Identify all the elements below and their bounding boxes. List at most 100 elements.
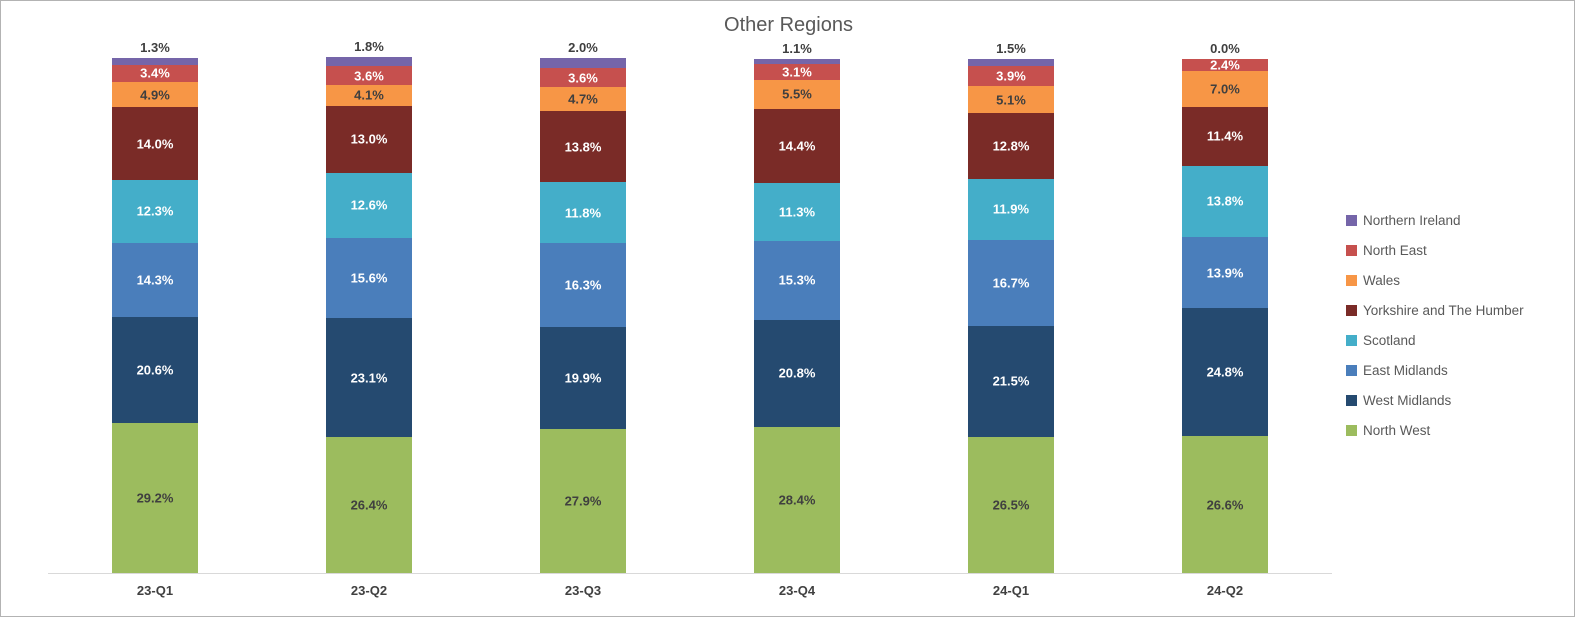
bar-segment: 3.4%: [112, 64, 198, 83]
bar-segment: 3.6%: [326, 66, 412, 85]
segment-data-label: 1.1%: [782, 40, 812, 56]
segment-data-label: 23.1%: [350, 370, 388, 386]
bar-slot: 26.5% 21.5% 16.7% 11.9% 12.8% 5.1% 3.9% 1.5%: [904, 41, 1118, 573]
bar-segment: 14.4%: [754, 108, 840, 183]
segment-data-label: 26.5%: [992, 497, 1030, 513]
legend-swatch: [1346, 305, 1357, 316]
legend-label: West Midlands: [1363, 393, 1452, 408]
legend-swatch: [1346, 365, 1357, 376]
legend-item: Wales: [1346, 273, 1524, 288]
segment-data-label: 12.3%: [136, 203, 174, 219]
segment-data-label: 1.8%: [354, 39, 384, 55]
segment-data-label: 16.3%: [564, 277, 602, 293]
bar-segment: 3.1%: [754, 64, 840, 81]
segment-data-label: 4.7%: [568, 91, 598, 107]
segment-data-label: 26.4%: [350, 497, 388, 513]
segment-data-label: 13.8%: [1206, 193, 1244, 209]
legend-swatch: [1346, 395, 1357, 406]
bar-segment: 11.8%: [540, 182, 626, 243]
segment-data-label: 11.8%: [564, 205, 602, 221]
segment-data-label: 4.1%: [354, 87, 384, 103]
segment-data-label: 20.6%: [136, 362, 174, 378]
segment-data-label: 20.8%: [778, 365, 816, 381]
bar-segment: 13.8%: [1182, 165, 1268, 237]
bar-slot: 29.2% 20.6% 14.3% 12.3% 14.0% 4.9% 3.4% 1.3%: [48, 40, 262, 573]
legend-swatch: [1346, 215, 1357, 226]
bar-slot: 26.6% 24.8% 13.9% 13.8% 11.4% 7.0% 2.4% 0.0%: [1118, 41, 1332, 573]
segment-data-label: 1.5%: [996, 40, 1026, 56]
bar-segment: 2.4%: [1182, 57, 1268, 73]
stacked-bar: 26.5% 21.5% 16.7% 11.9% 12.8% 5.1% 3.9% 1.5%: [968, 41, 1054, 573]
bar-segment: 26.6%: [1182, 436, 1268, 573]
legend-label: North East: [1363, 243, 1427, 258]
bar-segment: 11.9%: [968, 178, 1054, 240]
bar-segment: 1.1%: [754, 41, 840, 65]
segment-data-label: 1.3%: [140, 40, 170, 56]
segment-data-label: 13.9%: [1206, 265, 1244, 280]
segment-data-label: 24.8%: [1206, 364, 1244, 380]
segment-data-label: 7.0%: [1210, 81, 1240, 97]
bar-segment: 11.3%: [754, 182, 840, 241]
segment-data-label: 3.4%: [140, 65, 170, 81]
x-axis-tick-label: 23-Q1: [136, 583, 174, 598]
x-axis-tick-label: 24-Q2: [1206, 583, 1244, 598]
segment-data-label: 29.2%: [136, 490, 174, 506]
segment-data-label: 3.6%: [354, 68, 384, 84]
segment-data-label: 21.5%: [992, 373, 1030, 389]
stacked-bar: 26.4% 23.1% 15.6% 12.6% 13.0% 4.1% 3.6% 1.8%: [326, 39, 412, 573]
segment-data-label: 15.6%: [350, 270, 388, 286]
x-axis-labels: 23-Q1 23-Q2 23-Q3 23-Q4 24-Q1 24-Q2: [48, 583, 1332, 598]
legend-item: West Midlands: [1346, 393, 1524, 408]
x-axis-tick-label: 23-Q4: [778, 583, 816, 598]
stacked-bar: 28.4% 20.8% 15.3% 11.3% 14.4% 5.5% 3.1% 1.1%: [754, 41, 840, 573]
bar-segment: 2.0%: [540, 40, 626, 69]
legend: Northern Ireland North East Wales Yorkshire…: [1346, 213, 1524, 454]
segment-data-label: 3.9%: [996, 68, 1026, 84]
stacked-bar: 29.2% 20.6% 14.3% 12.3% 14.0% 4.9% 3.4% 1.3%: [112, 40, 198, 573]
bar-segment: 27.9%: [540, 429, 626, 573]
bar-segment: 13.9%: [1182, 236, 1268, 309]
bar-segment: 19.9%: [540, 326, 626, 430]
bar-segment: 15.6%: [326, 237, 412, 319]
bar-segment: 12.3%: [112, 179, 198, 243]
segment-data-label: 11.9%: [992, 201, 1030, 217]
legend-label: East Midlands: [1363, 363, 1448, 378]
legend-swatch: [1346, 245, 1357, 256]
plot-area: 29.2% 20.6% 14.3% 12.3% 14.0% 4.9% 3.4% 1.3% 26.…: [48, 39, 1332, 574]
bar-segment: 13.8%: [540, 111, 626, 183]
legend-item: Scotland: [1346, 333, 1524, 348]
bar-slots: 29.2% 20.6% 14.3% 12.3% 14.0% 4.9% 3.4% 1.3% 26.…: [48, 39, 1332, 573]
bar-segment: 26.5%: [968, 436, 1054, 573]
segment-data-label: 2.0%: [568, 40, 598, 56]
legend-swatch: [1346, 335, 1357, 346]
legend-label: Scotland: [1363, 333, 1416, 348]
bar-segment: 29.2%: [112, 422, 198, 573]
legend-item: East Midlands: [1346, 363, 1524, 378]
legend-label: Yorkshire and The Humber: [1363, 303, 1524, 318]
bar-segment: 23.1%: [326, 318, 412, 438]
legend-label: North West: [1363, 423, 1431, 438]
bar-segment: 12.8%: [968, 112, 1054, 179]
bar-segment: 14.3%: [112, 242, 198, 317]
x-axis-tick-label: 23-Q2: [350, 583, 388, 598]
x-axis-tick-label: 23-Q3: [564, 583, 602, 598]
segment-data-label: 5.1%: [996, 92, 1026, 107]
segment-data-label: 12.8%: [992, 138, 1030, 154]
segment-data-label: 14.3%: [136, 272, 174, 288]
segment-data-label: 11.4%: [1206, 128, 1244, 144]
legend-item: Yorkshire and The Humber: [1346, 303, 1524, 318]
segment-data-label: 26.6%: [1206, 497, 1244, 512]
legend-label: Wales: [1363, 273, 1401, 288]
segment-data-label: 2.4%: [1210, 57, 1240, 73]
bar-segment: 16.3%: [540, 242, 626, 327]
bar-segment: 28.4%: [754, 426, 840, 573]
segment-data-label: 28.4%: [778, 492, 816, 508]
bar-slot: 27.9% 19.9% 16.3% 11.8% 13.8% 4.7% 3.6% 2.0%: [476, 40, 690, 573]
bar-segment: 12.6%: [326, 172, 412, 238]
bar-segment: 7.0%: [1182, 70, 1268, 107]
bar-segment: 14.0%: [112, 107, 198, 180]
legend-item: North West: [1346, 423, 1524, 438]
bar-segment: 1.3%: [112, 40, 198, 65]
bar-segment: 3.9%: [968, 66, 1054, 87]
legend-item: Northern Ireland: [1346, 213, 1524, 228]
